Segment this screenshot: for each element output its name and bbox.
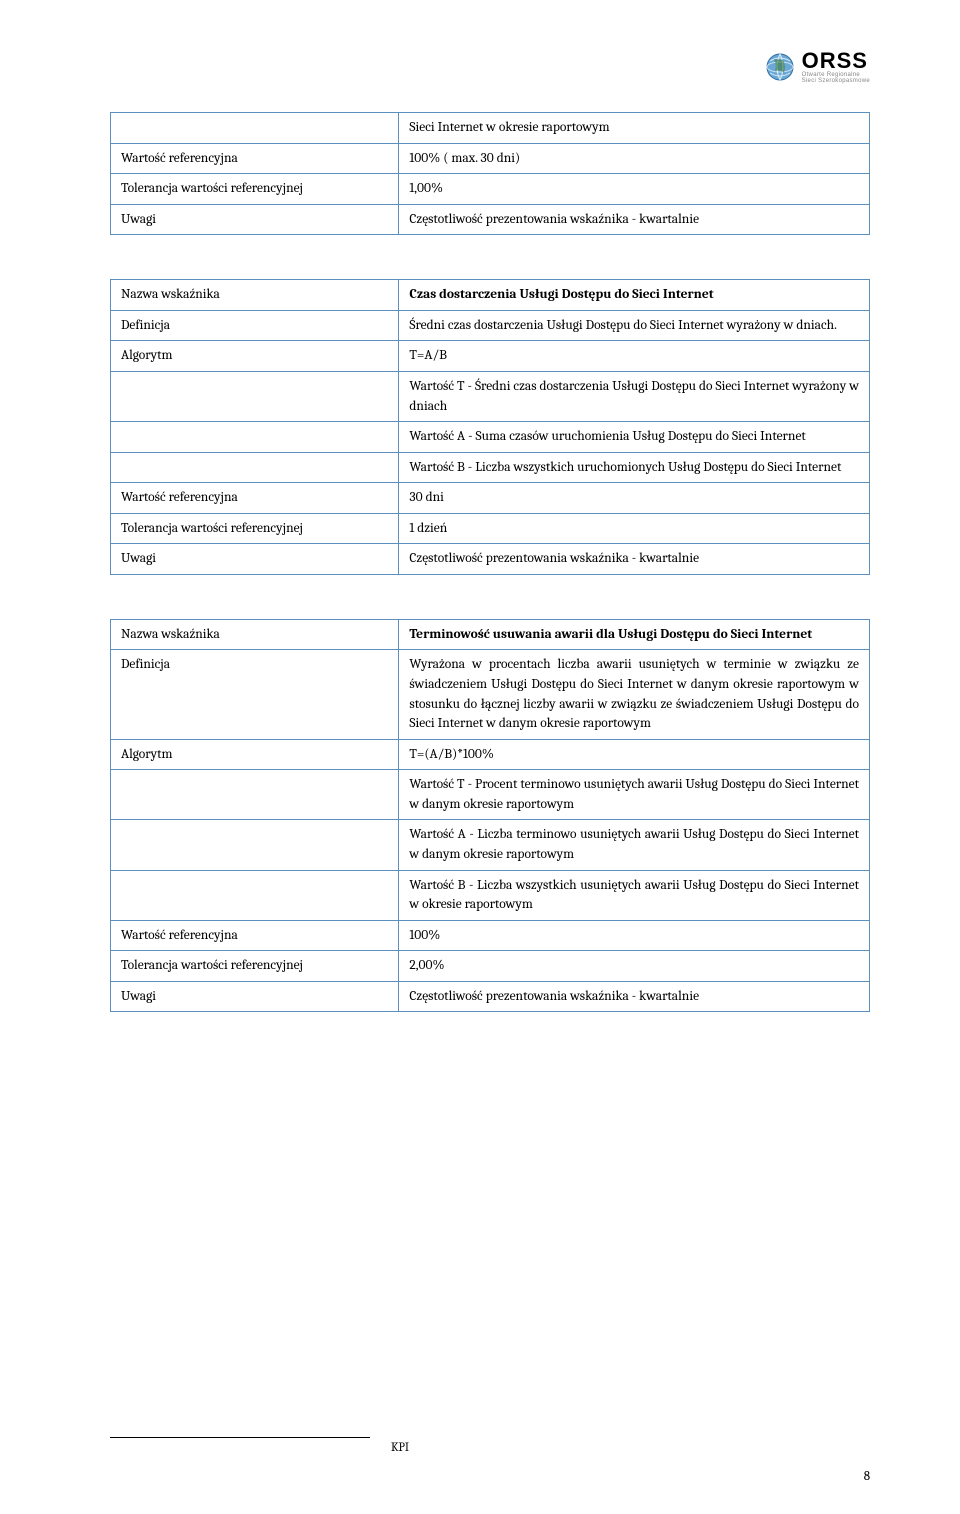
logo: ORSS Otwarte Regionalne Sieci Szerokopas…: [764, 50, 870, 84]
kpi-table-2: Nazwa wskaźnikaCzas dostarczenia Usługi …: [110, 279, 870, 575]
table-row: Wartość referencyjna100% ( max. 30 dni): [111, 143, 870, 174]
logo-text: ORSS Otwarte Regionalne Sieci Szerokopas…: [802, 50, 870, 84]
row-value: T=A/B: [399, 341, 870, 372]
table-row: UwagiCzęstotliwość prezentowania wskaźni…: [111, 204, 870, 235]
row-label: Definicja: [111, 650, 399, 739]
row-label: [111, 371, 399, 421]
table-row: AlgorytmT=A/B: [111, 341, 870, 372]
row-label: Definicja: [111, 310, 399, 341]
row-label: Wartość referencyjna: [111, 143, 399, 174]
table-body: Sieci Internet w okresie raportowymWarto…: [111, 113, 870, 235]
table-row: Wartość T - Średni czas dostarczenia Usł…: [111, 371, 870, 421]
table-row: DefinicjaŚredni czas dostarczenia Usługi…: [111, 310, 870, 341]
table-row: UwagiCzęstotliwość prezentowania wskaźni…: [111, 981, 870, 1012]
row-value: Wartość A - Suma czasów uruchomienia Usł…: [399, 422, 870, 453]
row-value: Wartość T - Procent terminowo usuniętych…: [399, 770, 870, 820]
row-label: Wartość referencyjna: [111, 920, 399, 951]
table-row: DefinicjaWyrażona w procentach liczba aw…: [111, 650, 870, 739]
table-row: Tolerancja wartości referencyjnej1,00%: [111, 174, 870, 205]
row-value: Czas dostarczenia Usługi Dostępu do Siec…: [399, 280, 870, 311]
row-value: Wartość B - Liczba wszystkich uruchomion…: [399, 452, 870, 483]
row-value: 1,00%: [399, 174, 870, 205]
row-label: Tolerancja wartości referencyjnej: [111, 951, 399, 982]
table-row: Wartość referencyjna30 dni: [111, 483, 870, 514]
logo-main: ORSS: [802, 50, 870, 72]
row-label: [111, 113, 399, 144]
table-body: Nazwa wskaźnikaCzas dostarczenia Usługi …: [111, 280, 870, 575]
footer-label: KPI: [270, 1440, 530, 1454]
table-row: Nazwa wskaźnikaTerminowość usuwania awar…: [111, 619, 870, 650]
logo-sub-2: Sieci Szerokopasmowe: [802, 78, 870, 84]
row-value: 2,00%: [399, 951, 870, 982]
row-label: [111, 870, 399, 920]
page: ORSS Otwarte Regionalne Sieci Szerokopas…: [0, 0, 960, 1514]
row-label: [111, 422, 399, 453]
row-label: Uwagi: [111, 204, 399, 235]
row-label: Algorytm: [111, 739, 399, 770]
row-label: [111, 770, 399, 820]
row-value: Średni czas dostarczenia Usługi Dostępu …: [399, 310, 870, 341]
table-row: Wartość B - Liczba wszystkich uruchomion…: [111, 452, 870, 483]
row-label: [111, 452, 399, 483]
kpi-table-1: Sieci Internet w okresie raportowymWarto…: [110, 112, 870, 235]
row-label: [111, 820, 399, 870]
row-label: Uwagi: [111, 981, 399, 1012]
row-value: Terminowość usuwania awarii dla Usługi D…: [399, 619, 870, 650]
row-value: 100%: [399, 920, 870, 951]
row-value: Wyrażona w procentach liczba awarii usun…: [399, 650, 870, 739]
table-row: Wartość referencyjna100%: [111, 920, 870, 951]
page-number: 8: [864, 1469, 870, 1484]
kpi-table-3: Nazwa wskaźnikaTerminowość usuwania awar…: [110, 619, 870, 1012]
row-label: Nazwa wskaźnika: [111, 280, 399, 311]
row-label: Algorytm: [111, 341, 399, 372]
table-body: Nazwa wskaźnikaTerminowość usuwania awar…: [111, 619, 870, 1011]
row-label: Tolerancja wartości referencyjnej: [111, 174, 399, 205]
table-row: Nazwa wskaźnikaCzas dostarczenia Usługi …: [111, 280, 870, 311]
globe-icon: [764, 51, 796, 83]
row-value: 100% ( max. 30 dni): [399, 143, 870, 174]
row-value: Częstotliwość prezentowania wskaźnika - …: [399, 544, 870, 575]
row-value: Sieci Internet w okresie raportowym: [399, 113, 870, 144]
table-row: Wartość A - Suma czasów uruchomienia Usł…: [111, 422, 870, 453]
footer-rule: [110, 1437, 370, 1438]
row-value: 30 dni: [399, 483, 870, 514]
row-value: Wartość A - Liczba terminowo usuniętych …: [399, 820, 870, 870]
row-label: Wartość referencyjna: [111, 483, 399, 514]
table-row: Tolerancja wartości referencyjnej2,00%: [111, 951, 870, 982]
row-value: 1 dzień: [399, 513, 870, 544]
row-label: Tolerancja wartości referencyjnej: [111, 513, 399, 544]
table-row: Wartość T - Procent terminowo usuniętych…: [111, 770, 870, 820]
page-header: ORSS Otwarte Regionalne Sieci Szerokopas…: [110, 50, 870, 84]
table-row: Tolerancja wartości referencyjnej1 dzień: [111, 513, 870, 544]
row-value: Częstotliwość prezentowania wskaźnika - …: [399, 204, 870, 235]
row-value: Wartość T - Średni czas dostarczenia Usł…: [399, 371, 870, 421]
table-row: Sieci Internet w okresie raportowym: [111, 113, 870, 144]
row-value: Wartość B - Liczba wszystkich usuniętych…: [399, 870, 870, 920]
row-label: Nazwa wskaźnika: [111, 619, 399, 650]
row-value: Częstotliwość prezentowania wskaźnika - …: [399, 981, 870, 1012]
row-value: T=(A/B)*100%: [399, 739, 870, 770]
row-label: Uwagi: [111, 544, 399, 575]
footer: KPI: [110, 1437, 870, 1454]
table-row: Wartość B - Liczba wszystkich usuniętych…: [111, 870, 870, 920]
table-row: AlgorytmT=(A/B)*100%: [111, 739, 870, 770]
table-row: UwagiCzęstotliwość prezentowania wskaźni…: [111, 544, 870, 575]
table-row: Wartość A - Liczba terminowo usuniętych …: [111, 820, 870, 870]
